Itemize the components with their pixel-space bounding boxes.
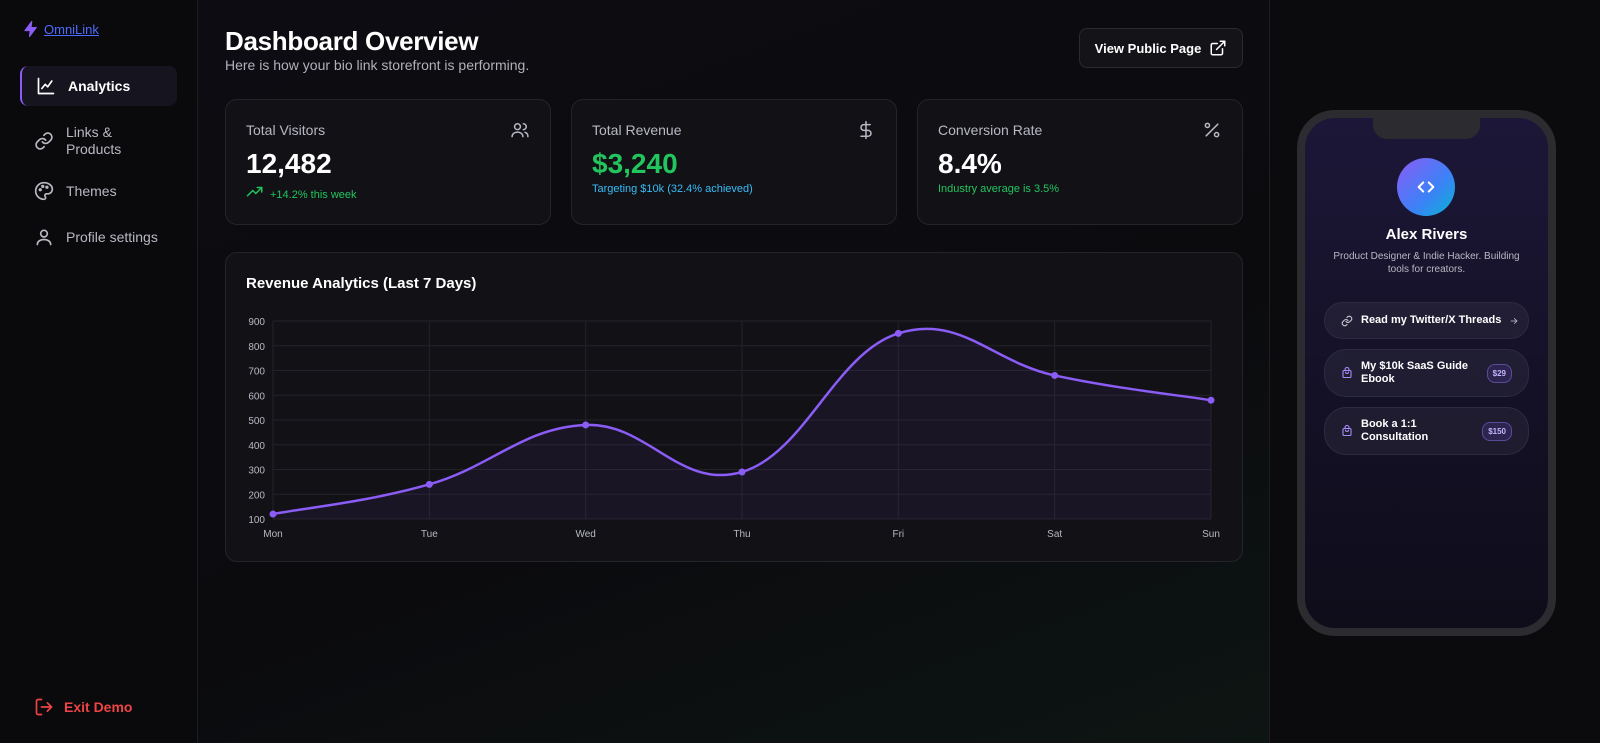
x-tick-label: Fri [892, 529, 904, 540]
price-badge: $29 [1486, 363, 1512, 383]
stat-label: Conversion Rate [938, 122, 1043, 138]
phone-preview: Alex Rivers Product Designer & Indie Hac… [1297, 110, 1556, 636]
phone-notch [1373, 118, 1480, 139]
link-button-twitter-threads[interactable]: Read my Twitter/X Threads [1324, 302, 1529, 339]
stat-trend: +14.2% this week [246, 183, 357, 201]
data-point [1051, 371, 1059, 379]
bolt-icon [24, 20, 37, 38]
link-icon [1341, 315, 1353, 326]
x-tick-label: Thu [733, 529, 750, 540]
data-point [425, 480, 433, 488]
stat-sub: +14.2% this week [270, 189, 357, 201]
view-public-page-label: View Public Page [1094, 40, 1202, 56]
sidebar-item-analytics[interactable]: Analytics [20, 66, 177, 106]
x-tick-label: Sat [1047, 529, 1062, 540]
x-tick-label: Mon [263, 529, 282, 540]
stat-card-conversion-rate: Conversion Rate 8.4% Industry average is… [917, 99, 1243, 225]
y-tick-label: 200 [248, 490, 265, 501]
link-label: Read my Twitter/X Threads [1361, 314, 1502, 326]
stat-sub: Targeting $10k (32.4% achieved) [592, 183, 753, 195]
stat-value: 12,482 [246, 148, 332, 179]
price-badge: $150 [1482, 421, 1512, 441]
code-icon [1417, 181, 1435, 193]
y-tick-label: 500 [248, 416, 265, 427]
link-icon [35, 132, 53, 150]
y-tick-label: 400 [248, 441, 265, 452]
sidebar-item-label: Profile settings [66, 228, 158, 245]
chart-title: Revenue Analytics (Last 7 Days) [246, 275, 477, 292]
arrow-right-icon [1511, 317, 1518, 324]
stat-value: 8.4% [938, 148, 1002, 179]
user-icon [36, 229, 52, 246]
y-tick-label: 700 [248, 367, 265, 378]
revenue-chart-card: Revenue Analytics (Last 7 Days) 100 200 30… [225, 252, 1243, 562]
data-point [738, 468, 746, 476]
avatar [1397, 158, 1455, 216]
bag-icon [1342, 425, 1352, 437]
data-point [1207, 396, 1215, 404]
sidebar-item-label: Themes [66, 182, 117, 199]
page-title: Dashboard Overview [225, 26, 479, 56]
series-area [273, 328, 1211, 519]
line-chart-icon [37, 77, 55, 95]
y-tick-label: 900 [248, 317, 265, 328]
users-icon [511, 123, 529, 138]
link-label: Book a 1:1 Consultation [1361, 418, 1429, 443]
exit-demo-button[interactable]: Exit Demo [34, 697, 132, 717]
y-tick-label: 800 [248, 342, 265, 353]
data-point [894, 329, 902, 337]
stat-label: Total Revenue [592, 122, 682, 138]
external-link-icon [1210, 40, 1226, 56]
link-button-consultation[interactable]: Book a 1:1 Consultation $150 [1324, 407, 1529, 455]
x-tick-label: Wed [575, 529, 595, 540]
stat-value: $3,240 [592, 148, 678, 179]
data-point [582, 421, 590, 429]
x-tick-label: Sun [1202, 529, 1220, 540]
stat-card-total-revenue: Total Revenue $3,240 Targeting $10k (32.… [571, 99, 897, 225]
sidebar: OmniLink Analytics Links & Products Them… [0, 0, 198, 743]
view-public-page-button[interactable]: View Public Page [1079, 28, 1243, 68]
sidebar-item-profile-settings[interactable]: Profile settings [20, 227, 177, 247]
sidebar-item-label: Analytics [68, 77, 131, 94]
stat-label: Total Visitors [246, 122, 326, 138]
profile-name: Alex Rivers [1385, 226, 1468, 243]
profile-bio: Product Designer & Indie Hacker. Buildin… [1333, 251, 1520, 275]
sidebar-item-label: Links & Products [66, 124, 122, 157]
sidebar-item-links-products[interactable]: Links & Products [20, 124, 150, 158]
brand-name[interactable]: OmniLink [44, 21, 99, 37]
link-button-saas-guide[interactable]: My $10k SaaS Guide Ebook $29 [1324, 349, 1529, 397]
y-tick-label: 100 [248, 515, 265, 526]
y-tick-label: 300 [248, 466, 265, 477]
sidebar-item-themes[interactable]: Themes [20, 181, 177, 201]
stat-card-total-visitors: Total Visitors 12,482 +14.2% this week [225, 99, 551, 225]
brand-logo-link[interactable]: OmniLink [22, 20, 99, 38]
trending-up-icon [246, 186, 263, 197]
x-tick-label: Tue [421, 529, 438, 540]
percent-icon [1204, 122, 1220, 138]
link-label: My $10k SaaS Guide Ebook [1361, 360, 1468, 385]
dollar-icon [860, 120, 872, 140]
exit-demo-label: Exit Demo [64, 699, 133, 715]
page-subtitle: Here is how your bio link storefront is … [225, 57, 530, 73]
y-tick-label: 600 [248, 391, 265, 402]
palette-icon [34, 181, 54, 201]
revenue-line-chart: 100 200 300 400 500 600 700 800 900 Mon Tue Wed Thu F… [248, 317, 1220, 540]
logout-icon [35, 698, 53, 716]
stat-sub: Industry average is 3.5% [938, 183, 1060, 195]
data-point [269, 510, 277, 518]
bag-icon [1342, 367, 1352, 379]
